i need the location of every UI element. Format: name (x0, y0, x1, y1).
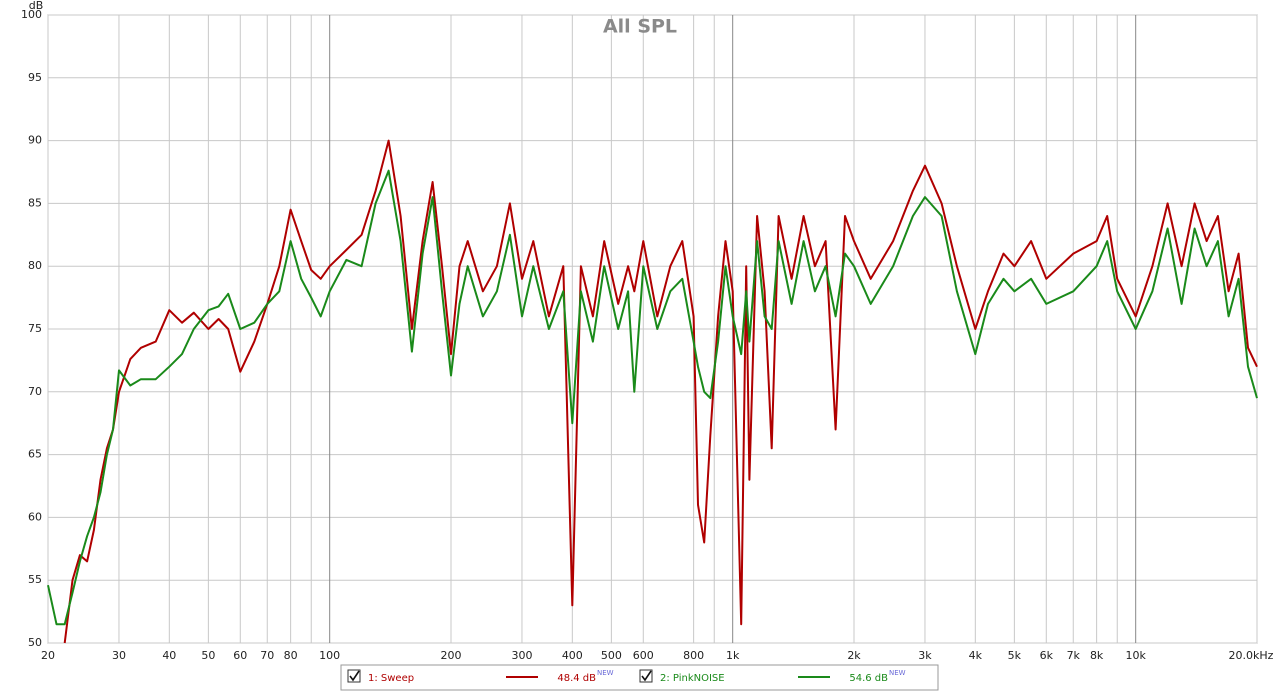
legend-badge: NEW (597, 669, 614, 677)
x-tick-label: 70 (260, 649, 274, 662)
legend-check (641, 670, 652, 682)
x-tick-label: 800 (683, 649, 704, 662)
y-axis-label: dB (29, 0, 44, 12)
y-tick-label: 75 (28, 322, 42, 335)
x-tick-label: 400 (562, 649, 583, 662)
x-tick-label: 5k (1008, 649, 1022, 662)
x-tick-label: 4k (969, 649, 983, 662)
x-tick-label: 80 (284, 649, 298, 662)
x-tick-label: 6k (1040, 649, 1054, 662)
y-tick-label: 70 (28, 385, 42, 398)
y-tick-label: 60 (28, 510, 42, 523)
series-line (47, 169, 1258, 626)
x-tick-label: 300 (511, 649, 532, 662)
chart-title: All SPL (603, 16, 677, 38)
x-tick-label: 200 (441, 649, 462, 662)
y-tick-label: 95 (28, 71, 42, 84)
x-tick-label: 8k (1090, 649, 1104, 662)
x-tick-label: 500 (601, 649, 622, 662)
x-tick-label: 2k (847, 649, 861, 662)
x-tick-label: 20 (41, 649, 55, 662)
x-tick-label: 50 (201, 649, 215, 662)
y-tick-label: 55 (28, 573, 42, 586)
x-tick-label: 100 (319, 649, 340, 662)
x-tick-label: 20.0kHz (1229, 649, 1274, 662)
y-tick-label: 100 (21, 8, 42, 21)
y-tick-label: 85 (28, 196, 42, 209)
y-tick-label: 65 (28, 448, 42, 461)
x-tick-label: 1k (726, 649, 740, 662)
legend-items: 1: Sweep 48.4 dB NEW 2: PinkNOISE 54.6 dB NEW (347, 669, 906, 684)
legend-label: 1: Sweep (368, 673, 414, 684)
lines (47, 139, 1258, 644)
legend-value: 48.4 dB (557, 673, 596, 684)
legend-badge: NEW (889, 669, 906, 677)
series-line (63, 139, 1258, 644)
x-tick-label: 3k (918, 649, 932, 662)
legend-label: 2: PinkNOISE (660, 673, 725, 684)
legend-check (349, 670, 360, 682)
x-tick-label: 60 (233, 649, 247, 662)
x-tick-label: 40 (162, 649, 176, 662)
y-tick-label: 80 (28, 259, 42, 272)
x-tick-label: 600 (633, 649, 654, 662)
x-tick-label: 7k (1067, 649, 1081, 662)
y-tick-label: 50 (28, 636, 42, 649)
x-tick-label: 30 (112, 649, 126, 662)
legend-value: 54.6 dB (849, 673, 888, 684)
y-tick-label: 90 (28, 134, 42, 147)
x-tick-label: 10k (1125, 649, 1146, 662)
